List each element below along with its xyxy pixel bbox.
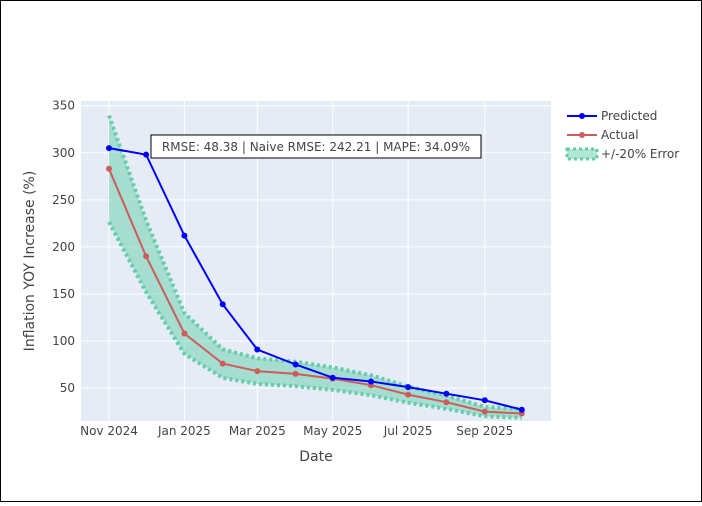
data-point-actual [254,368,261,375]
data-point-actual [405,391,412,398]
data-point-actual [106,165,112,172]
y-tick-label: 200 [52,240,75,254]
legend-item-error-band[interactable]: +/-20% Error [565,147,679,161]
legend-swatch-error-band [565,147,599,161]
x-tick-label: Jul 2025 [383,424,433,438]
x-tick-label: May 2025 [303,424,362,438]
data-point-predicted [292,361,299,368]
legend-item-actual[interactable]: Actual [567,128,639,142]
error-band [107,114,522,420]
data-point-actual [443,399,450,406]
legend-label-predicted: Predicted [601,109,657,123]
error-band-lower [107,221,522,420]
metrics-annotation: RMSE: 48.38 | Naive RMSE: 242.21 | MAPE:… [150,134,482,159]
data-point-predicted [106,145,112,152]
data-point-predicted [254,346,261,353]
y-tick-label: 300 [52,146,75,160]
y-tick-label: 250 [52,193,75,207]
data-point-actual [481,408,488,415]
series-lines [106,145,525,417]
data-point-predicted [443,390,450,397]
data-point-actual [292,370,299,377]
data-point-actual [143,253,150,260]
legend-item-predicted[interactable]: Predicted [567,109,657,123]
series-line-actual [108,168,522,415]
error-band-fill [109,115,522,418]
annotation-box [150,134,482,159]
data-point-predicted [329,374,336,381]
data-point-actual [219,360,226,367]
x-tick-label: Jan 2025 [157,424,211,438]
y-axis-title: Inflation YOY Increase (%) [22,171,38,352]
legend-marker-predicted [579,113,585,119]
annotation-text: RMSE: 48.38 | Naive RMSE: 242.21 | MAPE:… [162,140,470,154]
data-point-predicted [405,384,412,391]
data-point-predicted [219,301,226,308]
y-tick-labels: 50 100 150 200 250 300 350 [52,99,75,395]
legend-label-actual: Actual [601,128,639,142]
x-axis-title: Date [299,449,332,465]
series-line-predicted [108,147,523,411]
x-tick-labels: Nov 2024 Jan 2025 Mar 2025 May 2025 Jul 2025… [80,424,513,438]
legend-marker-actual [579,132,585,138]
legend[interactable]: Predicted Actual +/-20% Error [565,109,679,161]
y-tick-label: 150 [52,287,75,301]
error-band-upper [107,114,522,412]
data-point-predicted [481,397,488,404]
legend-label-error-band: +/-20% Error [601,147,679,161]
x-tick-label: Nov 2024 [80,424,138,438]
x-tick-label: Mar 2025 [229,424,286,438]
y-tick-label: 50 [60,381,75,395]
data-point-predicted [368,378,374,385]
data-point-predicted [518,406,525,413]
data-point-predicted [143,151,150,158]
x-tick-label: Sep 2025 [456,424,513,438]
y-tick-label: 350 [52,99,75,113]
y-tick-label: 100 [52,334,75,348]
data-point-predicted [181,232,188,239]
data-point-actual [181,330,188,337]
